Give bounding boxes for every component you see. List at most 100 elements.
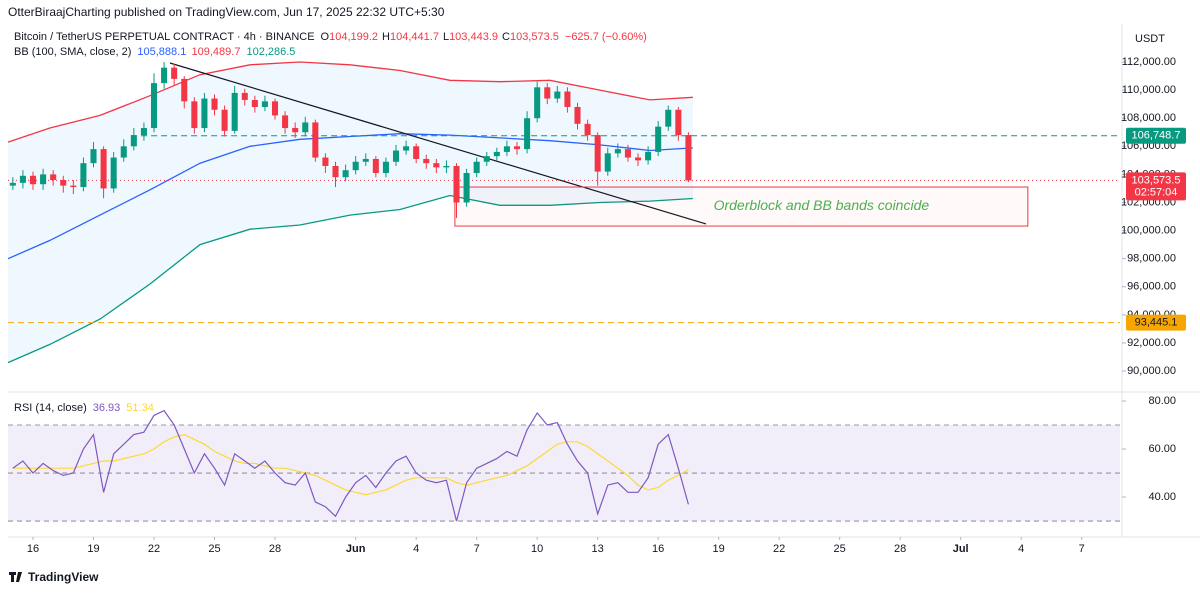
candle-body: [503, 146, 510, 152]
indicator-value: 109,489.7: [192, 46, 241, 58]
candle-body: [120, 146, 127, 158]
candle-body: [342, 170, 349, 178]
countdown-label: 02:57:04: [1135, 186, 1178, 198]
x-tick-label: Jul: [953, 543, 969, 555]
rsi-line: [12, 409, 689, 522]
y-tick-label: 98,000.00: [1127, 253, 1176, 265]
rsi-y-tick-label: 40.00: [1148, 491, 1176, 503]
rsi-y-tick-label: 80.00: [1148, 395, 1176, 407]
candle-body: [655, 126, 662, 152]
y-tick-label: 96,000.00: [1127, 281, 1176, 293]
ohlc-value: 103,443.9: [449, 31, 498, 43]
candle-body: [564, 91, 571, 107]
candle-body: [271, 101, 279, 116]
candle-body: [110, 157, 117, 189]
y-tick-label: 92,000.00: [1127, 337, 1176, 349]
price-label: 93,445.1: [1135, 317, 1178, 329]
y-tick-label: 112,000.00: [1122, 56, 1176, 68]
candle-body: [534, 87, 541, 119]
ohlc-value: 104,441.7: [390, 31, 439, 43]
publisher-line: OtterBiraajCharting published on Trading…: [8, 5, 445, 19]
price-label-box: [1126, 172, 1186, 201]
rsi-value: 51.34: [126, 402, 154, 414]
candle-body: [362, 158, 369, 162]
candle-body: [665, 109, 672, 127]
candle-body: [352, 161, 359, 171]
candle-body: [443, 165, 450, 168]
rsi-y-tick-label: 60.00: [1148, 443, 1176, 455]
candle-body: [50, 174, 57, 181]
symbol-title: Bitcoin / TetherUS PERPETUAL CONTRACT · …: [14, 31, 315, 43]
candle-body: [40, 174, 47, 185]
x-tick-label: 19: [87, 543, 99, 555]
candle-body: [483, 156, 490, 162]
logo-text: TradingView: [28, 570, 99, 584]
x-tick-label: 16: [652, 543, 664, 555]
candle-body: [90, 149, 97, 164]
candle-body: [463, 172, 470, 203]
ohlc-value: 103,573.5: [510, 31, 559, 43]
candle-body: [29, 175, 37, 185]
rsi-band: [8, 425, 1120, 522]
change-value: −625.7 (−0.60%): [565, 31, 647, 43]
y-tick-label: 100,000.00: [1121, 224, 1176, 236]
candle-body: [312, 122, 319, 158]
candle-body: [221, 109, 228, 131]
candle-body: [645, 151, 652, 161]
x-tick-label: 10: [531, 543, 543, 555]
bb-line: [7, 61, 693, 143]
candle-body: [403, 146, 410, 151]
ohlc-key: H: [382, 31, 390, 43]
candle-body: [251, 99, 258, 107]
candle-body: [261, 101, 268, 107]
bb-band-fill: [8, 62, 693, 363]
candle-body: [161, 67, 168, 84]
candle-body: [584, 123, 591, 136]
candle-body: [604, 153, 611, 172]
candle-body: [493, 151, 500, 157]
legend-row: RSI (14, close) 36.93 51.34: [14, 402, 154, 414]
bb-line: [7, 194, 693, 364]
candle-body: [70, 185, 77, 188]
candle-body: [282, 115, 289, 129]
price-label-box: [1126, 127, 1186, 144]
candle-body: [191, 101, 198, 129]
candle-body: [171, 67, 178, 79]
indicator-label: BB (100, SMA, close, 2): [14, 46, 131, 58]
logo-icon: [9, 572, 22, 582]
x-tick-label: 25: [834, 543, 846, 555]
currency-label: USDT: [1135, 33, 1165, 45]
orderblock-zone: [454, 186, 1029, 227]
candle-body: [614, 149, 621, 154]
x-tick-label: 22: [148, 543, 160, 555]
indicator-value: 102,286.5: [246, 46, 295, 58]
x-tick-label: 4: [413, 543, 419, 555]
candle-body: [594, 135, 601, 172]
candle-body: [60, 180, 67, 186]
candle-body: [9, 182, 16, 186]
bb-line: [7, 133, 693, 260]
candle-body: [130, 135, 137, 147]
candle-body: [392, 150, 400, 162]
x-tick-label: 22: [773, 543, 785, 555]
candle-body: [322, 157, 329, 166]
x-tick-label: 25: [208, 543, 220, 555]
ohlc-value: 104,199.2: [329, 31, 378, 43]
x-tick-label: 7: [1079, 543, 1085, 555]
x-tick-label: 28: [269, 543, 281, 555]
y-tick-label: 110,000.00: [1122, 84, 1176, 96]
x-tick-label: 13: [592, 543, 604, 555]
candle-body: [241, 92, 248, 100]
rsi-value: 36.93: [93, 402, 121, 414]
price-label: 103,573.5: [1132, 174, 1181, 186]
rsi-line: [12, 433, 689, 496]
x-tick-label: 4: [1018, 543, 1024, 555]
candle-body: [554, 91, 561, 99]
x-tick-label: Jun: [346, 543, 366, 555]
candle-body: [513, 146, 521, 150]
candle-body: [544, 87, 551, 99]
candle-body: [524, 118, 531, 150]
x-tick-label: 7: [474, 543, 480, 555]
candle-body: [413, 146, 420, 159]
candle-body: [574, 106, 581, 124]
